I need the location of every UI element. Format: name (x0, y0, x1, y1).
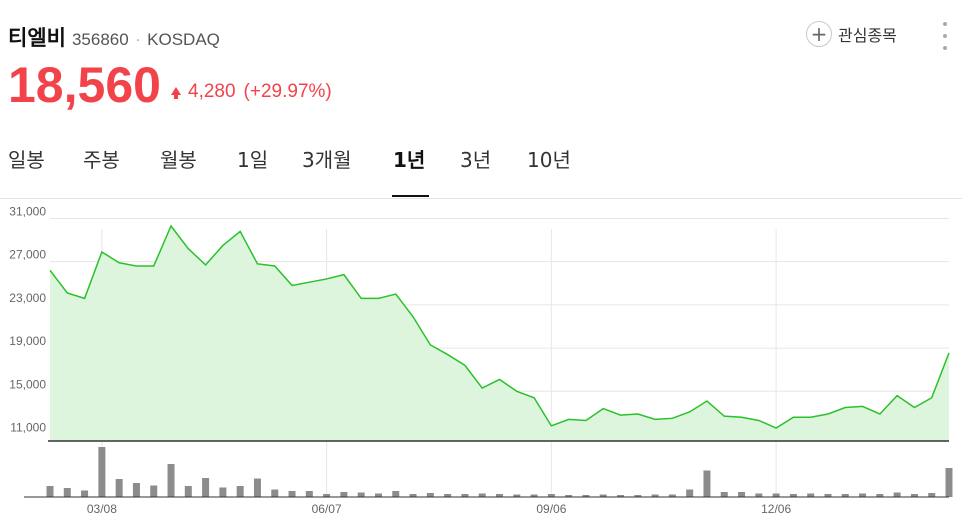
volume-bar (323, 494, 331, 497)
volume-bar (253, 478, 261, 497)
price-line (49, 224, 950, 429)
volume-bar (81, 490, 89, 497)
volume-bar (219, 487, 227, 497)
current-price: 18,560 (8, 57, 161, 113)
volume-bar (496, 494, 503, 497)
volume-bar (686, 489, 694, 497)
separator-dot: · (135, 33, 141, 49)
volume-bar (357, 492, 365, 497)
volume-bar (617, 495, 625, 497)
up-arrow-icon (171, 87, 181, 99)
volume-bar (738, 492, 746, 497)
plus-icon: + (806, 21, 832, 47)
tabs-divider (0, 198, 962, 199)
volume-bar (720, 492, 728, 497)
volume-bar (115, 479, 123, 497)
more-menu-button[interactable] (938, 22, 952, 50)
more-dots-icon (943, 22, 947, 26)
volume-bar (824, 494, 832, 497)
volume-bar (46, 486, 54, 497)
volume-bar (599, 494, 607, 497)
volume-bar (945, 468, 953, 497)
tab-1day[interactable]: 1일 (237, 148, 269, 172)
tab-daily[interactable]: 일봉 (8, 148, 45, 172)
y-tick-label: 31,000 (9, 204, 46, 218)
volume-bar (461, 494, 469, 497)
volume-bar (426, 493, 434, 497)
volume-bar (98, 447, 106, 497)
volume-bar (807, 493, 815, 497)
volume-bar (530, 494, 538, 497)
stock-code: 356860 (71, 30, 129, 49)
volume-bar (859, 493, 867, 497)
volume-bar (910, 494, 918, 497)
y-tick-label: 19,000 (9, 334, 46, 348)
market-name: KOSDAQ (147, 30, 220, 49)
watchlist-label: 관심종목 (838, 26, 897, 45)
volume-bar (876, 494, 884, 497)
volume-bar (928, 493, 936, 497)
add-watchlist-button[interactable]: + 관심종목 (806, 21, 897, 47)
y-tick-label: 27,000 (9, 248, 46, 262)
tab-10year[interactable]: 10년 (527, 148, 571, 172)
volume-bar (63, 488, 71, 497)
volume-bar (634, 495, 642, 497)
volume-bar (651, 494, 659, 497)
volume-bar (841, 494, 849, 497)
price-area (50, 226, 949, 441)
volume-bar (202, 478, 210, 497)
volume-bar (703, 470, 711, 497)
volume-bar (478, 493, 486, 497)
volume-bar (167, 464, 175, 497)
volume-bar (184, 486, 192, 497)
volume-bar (772, 493, 780, 497)
y-tick-label: 11,000 (10, 421, 46, 435)
volume-bar (271, 489, 279, 497)
price-change: 4,280 (+29.97%) (171, 81, 332, 103)
y-tick-label: 23,000 (9, 291, 46, 305)
x-tick-label: 12/06 (761, 502, 791, 516)
volume-bar (582, 495, 590, 497)
stock-name: 티엘비 (8, 26, 66, 50)
volume-bar (409, 494, 417, 497)
x-tick-label: 06/07 (312, 502, 342, 516)
volume-bar (150, 485, 158, 497)
volume-bar (340, 492, 348, 497)
tab-1year[interactable]: 1년 (393, 148, 426, 172)
volume-bar (132, 483, 140, 497)
volume-bar (444, 494, 452, 497)
volume-bar (893, 492, 901, 497)
price-chart: 31,000 27,000 23,000 19,000 15,000 11,000 03/0… (9, 204, 953, 516)
volume-bar (236, 486, 244, 497)
x-tick-label: 09/06 (536, 502, 566, 516)
change-amount: 4,280 (188, 81, 236, 102)
active-tab-underline (392, 195, 429, 197)
volume-bar (392, 491, 400, 497)
stock-header: 티엘비 356860 · KOSDAQ (8, 22, 220, 52)
volume-bar (513, 494, 521, 497)
volume-bar (755, 493, 763, 497)
change-percent: (+29.97%) (243, 81, 332, 102)
tab-monthly[interactable]: 월봉 (160, 148, 197, 172)
volume-bar (288, 491, 296, 497)
volume-bar (789, 494, 797, 497)
y-tick-label: 15,000 (9, 377, 46, 391)
tab-3month[interactable]: 3개월 (302, 148, 352, 172)
volume-bar (668, 494, 676, 497)
volume-bar (305, 491, 313, 497)
tab-3year[interactable]: 3년 (460, 148, 492, 172)
tab-weekly[interactable]: 주봉 (83, 148, 120, 172)
volume-bar (374, 493, 382, 497)
volume-bar (547, 494, 555, 497)
x-tick-label: 03/08 (87, 502, 117, 516)
volume-bar (565, 495, 573, 497)
period-tabs: 일봉 주봉 월봉 1일 3개월 1년 3년 10년 (0, 140, 962, 198)
